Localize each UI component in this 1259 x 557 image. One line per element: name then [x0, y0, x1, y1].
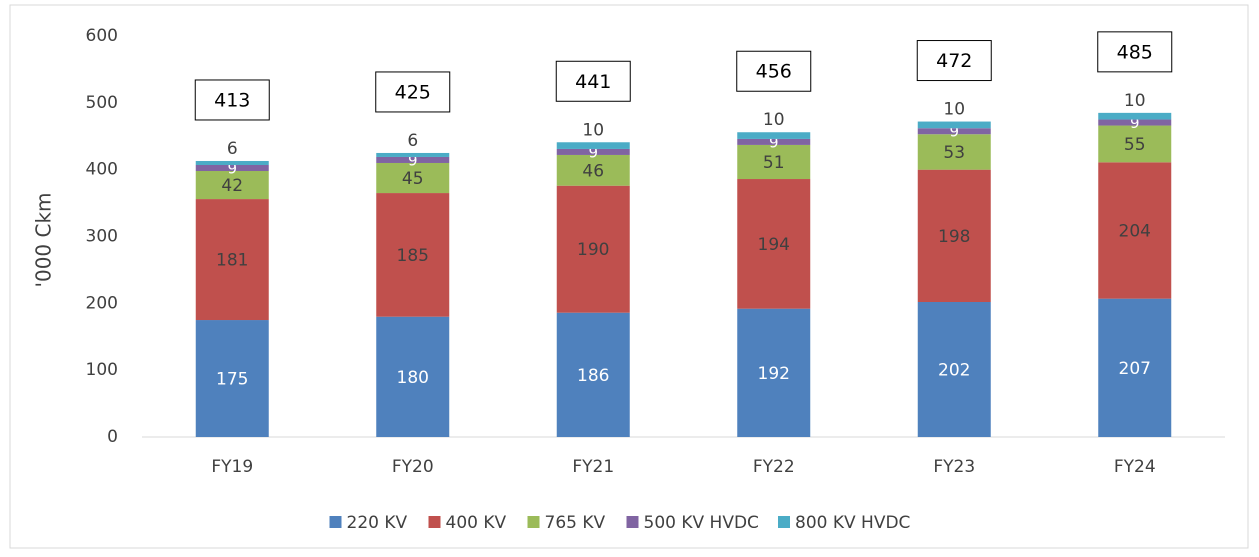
data-label: 10	[1124, 91, 1146, 111]
x-tick-label: FY19	[211, 457, 253, 477]
data-label: 204	[1119, 221, 1151, 241]
data-label: 180	[397, 368, 429, 388]
y-tick-label: 0	[107, 427, 118, 447]
x-tick-label: FY21	[572, 457, 614, 477]
legend-label: 800 KV HVDC	[795, 513, 910, 533]
bar-segment	[737, 132, 811, 139]
bar-segment	[376, 193, 450, 317]
legend-swatch	[626, 516, 639, 528]
data-label: 185	[397, 246, 429, 266]
bar-segment	[376, 162, 450, 194]
data-label: 6	[227, 139, 238, 159]
bar-segment	[195, 320, 269, 437]
total-box	[194, 79, 270, 121]
total-box	[916, 40, 992, 82]
data-label: 42	[221, 176, 243, 196]
data-label: 175	[216, 370, 248, 390]
bar-segment	[195, 160, 269, 165]
legend-label: 220 KV	[347, 513, 408, 533]
bar-segment	[737, 308, 811, 437]
bar-segment	[376, 152, 450, 157]
total-box	[375, 71, 451, 113]
bar-segment	[1098, 125, 1172, 163]
data-label: 10	[943, 100, 965, 120]
total-box	[555, 60, 631, 102]
legend-label: 500 KV HVDC	[644, 513, 759, 533]
total-label: 413	[214, 89, 250, 111]
data-label: 53	[943, 143, 965, 163]
y-tick-label: 100	[86, 360, 118, 380]
bar-segment	[1098, 119, 1172, 126]
total-label: 472	[936, 50, 972, 72]
bar-segment	[737, 179, 811, 309]
bar-segment	[556, 154, 630, 186]
legend-swatch	[428, 516, 441, 528]
data-label: 198	[938, 227, 970, 247]
bar-segment	[195, 171, 269, 200]
data-label: 10	[763, 110, 785, 130]
total-box	[1097, 31, 1173, 73]
total-label: 425	[395, 81, 431, 103]
bar-segment	[556, 185, 630, 313]
bar-segment	[1098, 298, 1172, 437]
data-label: 6	[407, 131, 418, 151]
x-tick-label: FY20	[392, 457, 434, 477]
total-label: 456	[756, 61, 792, 83]
y-tick-label: 600	[86, 26, 118, 46]
bar-segment	[556, 148, 630, 155]
data-label: 202	[938, 360, 970, 380]
bar-segment	[1098, 162, 1172, 299]
bar-segment	[737, 138, 811, 145]
legend-label: 765 KV	[545, 513, 606, 533]
bar-segment	[917, 169, 991, 302]
bar-segment	[195, 164, 269, 172]
y-tick-label: 300	[86, 227, 118, 247]
total-label: 485	[1117, 41, 1153, 63]
data-label: 207	[1119, 359, 1151, 379]
y-axis-label: '000 Ckm	[32, 192, 56, 287]
legend-label: 400 KV	[446, 513, 507, 533]
bar-segment	[917, 134, 991, 170]
x-tick-label: FY22	[753, 457, 795, 477]
bar-segment	[917, 121, 991, 129]
data-label: 10	[582, 120, 604, 140]
x-tick-label: FY24	[1114, 457, 1156, 477]
bar-segment	[376, 156, 450, 163]
data-label: 192	[758, 364, 790, 384]
bar-segment	[376, 316, 450, 437]
x-tick-label: FY23	[933, 457, 975, 477]
y-tick-label: 200	[86, 293, 118, 313]
data-label: 9	[227, 159, 237, 177]
data-label: 9	[949, 123, 959, 141]
bar-segment	[917, 301, 991, 437]
data-label: 51	[763, 153, 785, 173]
data-label: 194	[758, 235, 790, 255]
bar-segment	[737, 144, 811, 180]
bar-segment	[917, 128, 991, 135]
total-box	[736, 50, 812, 92]
data-label: 9	[588, 143, 598, 161]
total-label: 441	[575, 71, 611, 93]
bar-segment	[1098, 112, 1172, 120]
data-label: 9	[408, 151, 418, 169]
legend-swatch	[527, 516, 540, 528]
y-tick-label: 500	[86, 93, 118, 113]
data-label: 181	[216, 251, 248, 271]
data-label: 45	[402, 169, 424, 189]
legend-swatch	[778, 516, 790, 528]
bar-segment	[195, 199, 269, 321]
bar-segment	[556, 142, 630, 149]
bar-segment	[556, 312, 630, 437]
data-label: 190	[577, 240, 609, 260]
data-label: 9	[769, 133, 779, 151]
y-tick-label: 400	[86, 160, 118, 180]
data-label: 186	[577, 366, 609, 386]
data-label: 55	[1124, 135, 1146, 155]
data-label: 46	[582, 161, 604, 181]
legend-swatch	[329, 516, 342, 528]
data-label: 9	[1130, 114, 1140, 132]
